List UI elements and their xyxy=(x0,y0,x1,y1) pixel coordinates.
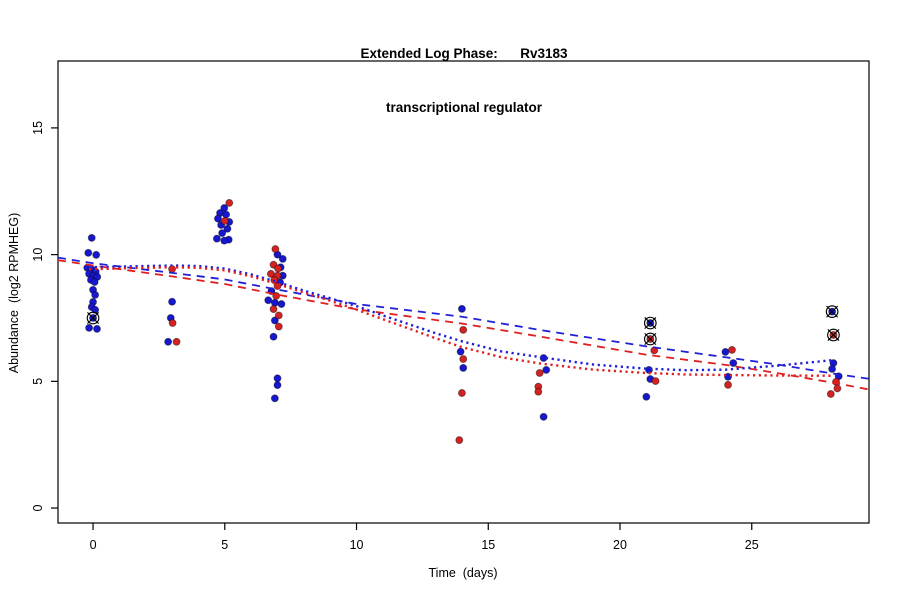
flag-cross-icon xyxy=(644,317,657,330)
data-point xyxy=(87,233,96,242)
data-point xyxy=(213,214,222,223)
data-point xyxy=(828,364,837,373)
data-point xyxy=(222,210,231,219)
chart-title-line1: Extended Log Phase: Rv3183 xyxy=(360,46,568,61)
x-tick-label: 5 xyxy=(221,538,228,552)
data-point xyxy=(273,374,282,383)
data-point xyxy=(220,236,229,245)
flag-cross-icon xyxy=(827,328,840,341)
data-point xyxy=(93,324,101,333)
data-point xyxy=(84,248,93,257)
y-tick-label: 5 xyxy=(31,378,45,385)
data-point xyxy=(642,392,651,401)
y-axis-ticks: 0 5 10 15 xyxy=(31,121,58,512)
data-point xyxy=(273,381,282,390)
data-point xyxy=(271,245,280,253)
data-point xyxy=(457,304,466,313)
data-point xyxy=(542,365,551,374)
data-point xyxy=(218,229,227,238)
red-dashed-fit xyxy=(57,259,870,391)
data-point xyxy=(270,394,279,403)
flag-circle-icon xyxy=(825,305,839,318)
data-point xyxy=(456,347,465,356)
data-point xyxy=(459,363,468,372)
data-point xyxy=(277,300,286,308)
data-point xyxy=(534,387,543,396)
data-point xyxy=(270,316,279,325)
x-tick-label: 20 xyxy=(613,538,627,552)
data-point xyxy=(728,345,736,354)
data-point xyxy=(535,369,544,377)
data-point xyxy=(729,359,738,368)
red-flagged-outliers xyxy=(643,328,840,346)
red-replicates xyxy=(168,198,842,445)
data-point xyxy=(459,325,468,334)
flag-cross-icon xyxy=(644,333,657,345)
data-point xyxy=(272,291,281,300)
data-point xyxy=(266,269,275,278)
data-point xyxy=(85,323,94,332)
data-point xyxy=(826,390,835,398)
data-point xyxy=(721,347,730,356)
flag-circle-icon xyxy=(643,316,657,330)
x-tick-label: 10 xyxy=(350,538,364,552)
data-point xyxy=(457,389,466,397)
y-tick-label: 15 xyxy=(31,121,45,135)
data-point xyxy=(269,305,278,314)
data-point xyxy=(220,216,229,225)
data-point xyxy=(90,278,99,286)
data-point xyxy=(223,224,232,233)
data-point xyxy=(269,332,278,341)
data-point xyxy=(459,355,468,363)
x-tick-label: 15 xyxy=(481,538,495,552)
data-point xyxy=(274,264,282,273)
data-point xyxy=(168,319,177,327)
flag-cross-icon xyxy=(87,311,100,324)
x-tick-label: 0 xyxy=(90,538,97,552)
data-point xyxy=(172,337,181,346)
data-point xyxy=(168,297,177,306)
plot-box xyxy=(57,60,870,524)
data-point xyxy=(270,298,279,307)
flag-circle-icon xyxy=(643,332,657,346)
data-point xyxy=(92,250,101,259)
chart-title: Extended Log Phase: Rv3183 transcription… xyxy=(360,9,567,153)
data-point xyxy=(91,305,100,314)
data-point xyxy=(264,296,273,305)
y-tick-label: 0 xyxy=(31,505,45,512)
chart-title-line2: transcriptional regulator xyxy=(385,100,543,115)
blue-flagged-outliers xyxy=(86,305,839,330)
data-point xyxy=(225,198,234,207)
x-axis-label: Time (days) xyxy=(428,566,498,580)
flag-circle-icon xyxy=(86,311,100,325)
blue-replicates xyxy=(83,204,843,421)
red-dotted-fit xyxy=(89,266,834,377)
data-point xyxy=(274,322,283,331)
flag-cross-icon xyxy=(826,305,839,318)
data-point xyxy=(724,380,732,389)
y-tick-label: 10 xyxy=(31,248,45,262)
data-point xyxy=(274,311,283,320)
x-tick-label: 25 xyxy=(745,538,759,552)
data-point xyxy=(651,377,660,386)
data-point xyxy=(220,204,229,212)
data-point xyxy=(833,384,842,393)
data-point xyxy=(539,412,548,421)
data-point xyxy=(164,337,173,346)
x-axis-ticks: 0 5 10 15 20 25 xyxy=(90,523,759,552)
data-point xyxy=(91,290,100,299)
flag-circle-icon xyxy=(827,328,840,342)
data-point xyxy=(212,234,221,243)
blue-dotted-fit xyxy=(89,264,834,372)
data-point xyxy=(278,254,287,263)
data-point xyxy=(455,436,464,445)
